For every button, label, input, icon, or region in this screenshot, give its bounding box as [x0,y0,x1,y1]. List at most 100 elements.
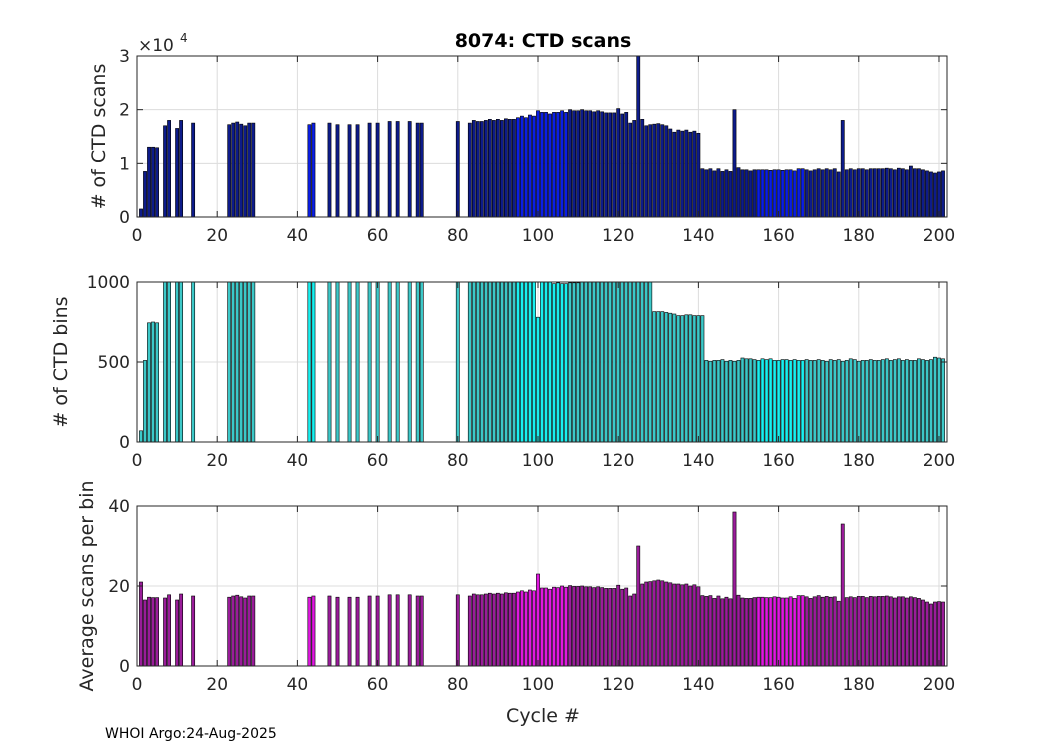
bar-cycle-121 [620,113,625,218]
y-tick-label: 1000 [87,273,130,293]
bar-cycle-44 [311,595,316,667]
bar-cycle-85 [475,594,480,667]
bar-cycle-140 [696,315,701,443]
bar-cycle-149 [732,109,737,218]
bar-cycle-119 [612,112,617,218]
bar-cycle-147 [724,596,729,667]
bar-cycle-92 [504,118,508,218]
x-tick-label: 140 [682,226,714,246]
bar-cycle-167 [804,169,809,218]
bar-cycle-105 [556,587,560,667]
y-tick-label: 0 [119,657,130,677]
bar-cycle-60 [375,595,380,667]
bar-cycle-68 [407,281,412,443]
bar-cycle-86 [479,281,484,443]
bar-cycle-53 [347,596,352,667]
bar-cycle-163 [788,360,793,443]
bar-cycle-118 [608,112,613,218]
bar-cycle-70 [415,281,420,443]
bar-cycle-119 [612,588,617,667]
x-tick-label: 0 [132,226,143,246]
bar-cycle-148 [728,360,733,443]
bar-cycle-182 [864,360,869,443]
bar-cycle-190 [896,167,901,218]
bar-cycle-195 [917,168,921,218]
bar-cycle-104 [552,112,556,218]
bar-cycle-180 [856,168,861,218]
bar-cycle-127 [644,281,649,443]
x-tick-label: 120 [602,451,634,471]
bar-cycle-118 [608,588,613,667]
panel-bins: 0 20 40 60 80 100 120 140 160 180 200 0 500 1000 # of … [50,273,955,471]
bar-cycle-136 [680,315,685,443]
bar-cycle-102 [544,587,548,667]
y-tick-label: 40 [108,497,130,517]
bar-cycle-116 [600,111,605,218]
bar-cycle-91 [499,593,504,667]
bar-cycle-103 [548,281,552,443]
bar-cycle-133 [668,312,673,443]
bar-cycle-190 [896,596,901,667]
bar-cycle-196 [921,599,925,667]
x-tick-label: 120 [602,675,634,695]
bar-cycle-44 [311,122,316,218]
bar-cycle-156 [760,169,765,218]
bar-cycle-118 [608,281,613,443]
bar-cycle-150 [736,167,741,218]
bar-cycle-177 [844,597,849,667]
bar-cycle-65 [395,281,400,443]
bar-cycle-2 [143,599,147,667]
bar-cycle-25 [235,121,240,218]
bar-cycle-158 [768,170,773,218]
panel-avg: 0 20 40 60 80 100 120 140 160 180 200 0 20 40 Average … [76,480,955,695]
x-tick-label: 80 [447,226,469,246]
bar-cycle-50 [335,281,340,443]
bar-cycle-183 [868,596,873,667]
bar-cycle-139 [692,584,697,667]
x-tick-label: 100 [522,226,554,246]
bar-cycle-150 [736,594,741,667]
y-axis-label-bins: # of CTD bins [50,296,72,427]
bar-cycle-145 [716,595,721,667]
bar-cycle-125 [636,545,641,667]
bar-cycle-199 [933,172,937,218]
bar-cycle-153 [748,358,753,443]
bar-cycle-150 [736,360,741,443]
bar-cycle-161 [780,170,785,218]
bar-cycle-195 [917,598,921,667]
bar-cycle-106 [560,110,564,218]
bar-cycle-24 [231,281,236,443]
bar-cycle-109 [572,282,576,443]
bar-cycle-71 [419,595,424,667]
bar-cycle-129 [652,123,657,218]
bar-cycle-5 [155,147,159,218]
bar-cycle-170 [816,595,821,667]
bar-cycle-111 [580,281,585,443]
bar-cycle-175 [836,171,841,218]
bar-cycle-137 [684,314,689,443]
x-tick-label: 80 [447,451,469,471]
bar-cycle-188 [888,168,893,218]
bar-cycle-121 [620,588,625,667]
bar-cycle-111 [580,109,585,218]
bar-cycle-121 [620,281,625,443]
bar-cycle-115 [596,281,601,443]
bar-cycle-43 [307,281,312,443]
bar-cycle-102 [544,281,548,443]
bar-cycle-88 [487,119,492,218]
bar-cycle-166 [800,168,805,218]
bar-cycle-132 [664,581,669,667]
bar-cycle-103 [548,113,552,218]
bar-cycle-143 [708,360,713,443]
bar-cycle-175 [836,359,841,443]
bar-cycle-133 [668,582,673,667]
bar-cycle-27 [243,281,248,443]
x-tick-label: 60 [367,451,389,471]
bar-cycle-185 [876,360,881,443]
bar-cycle-180 [856,596,861,667]
bar-cycle-177 [844,360,849,443]
bar-cycle-7 [163,597,167,667]
bar-cycle-100 [536,316,540,443]
bar-cycle-1 [139,208,143,218]
bar-cycle-98 [528,589,532,667]
